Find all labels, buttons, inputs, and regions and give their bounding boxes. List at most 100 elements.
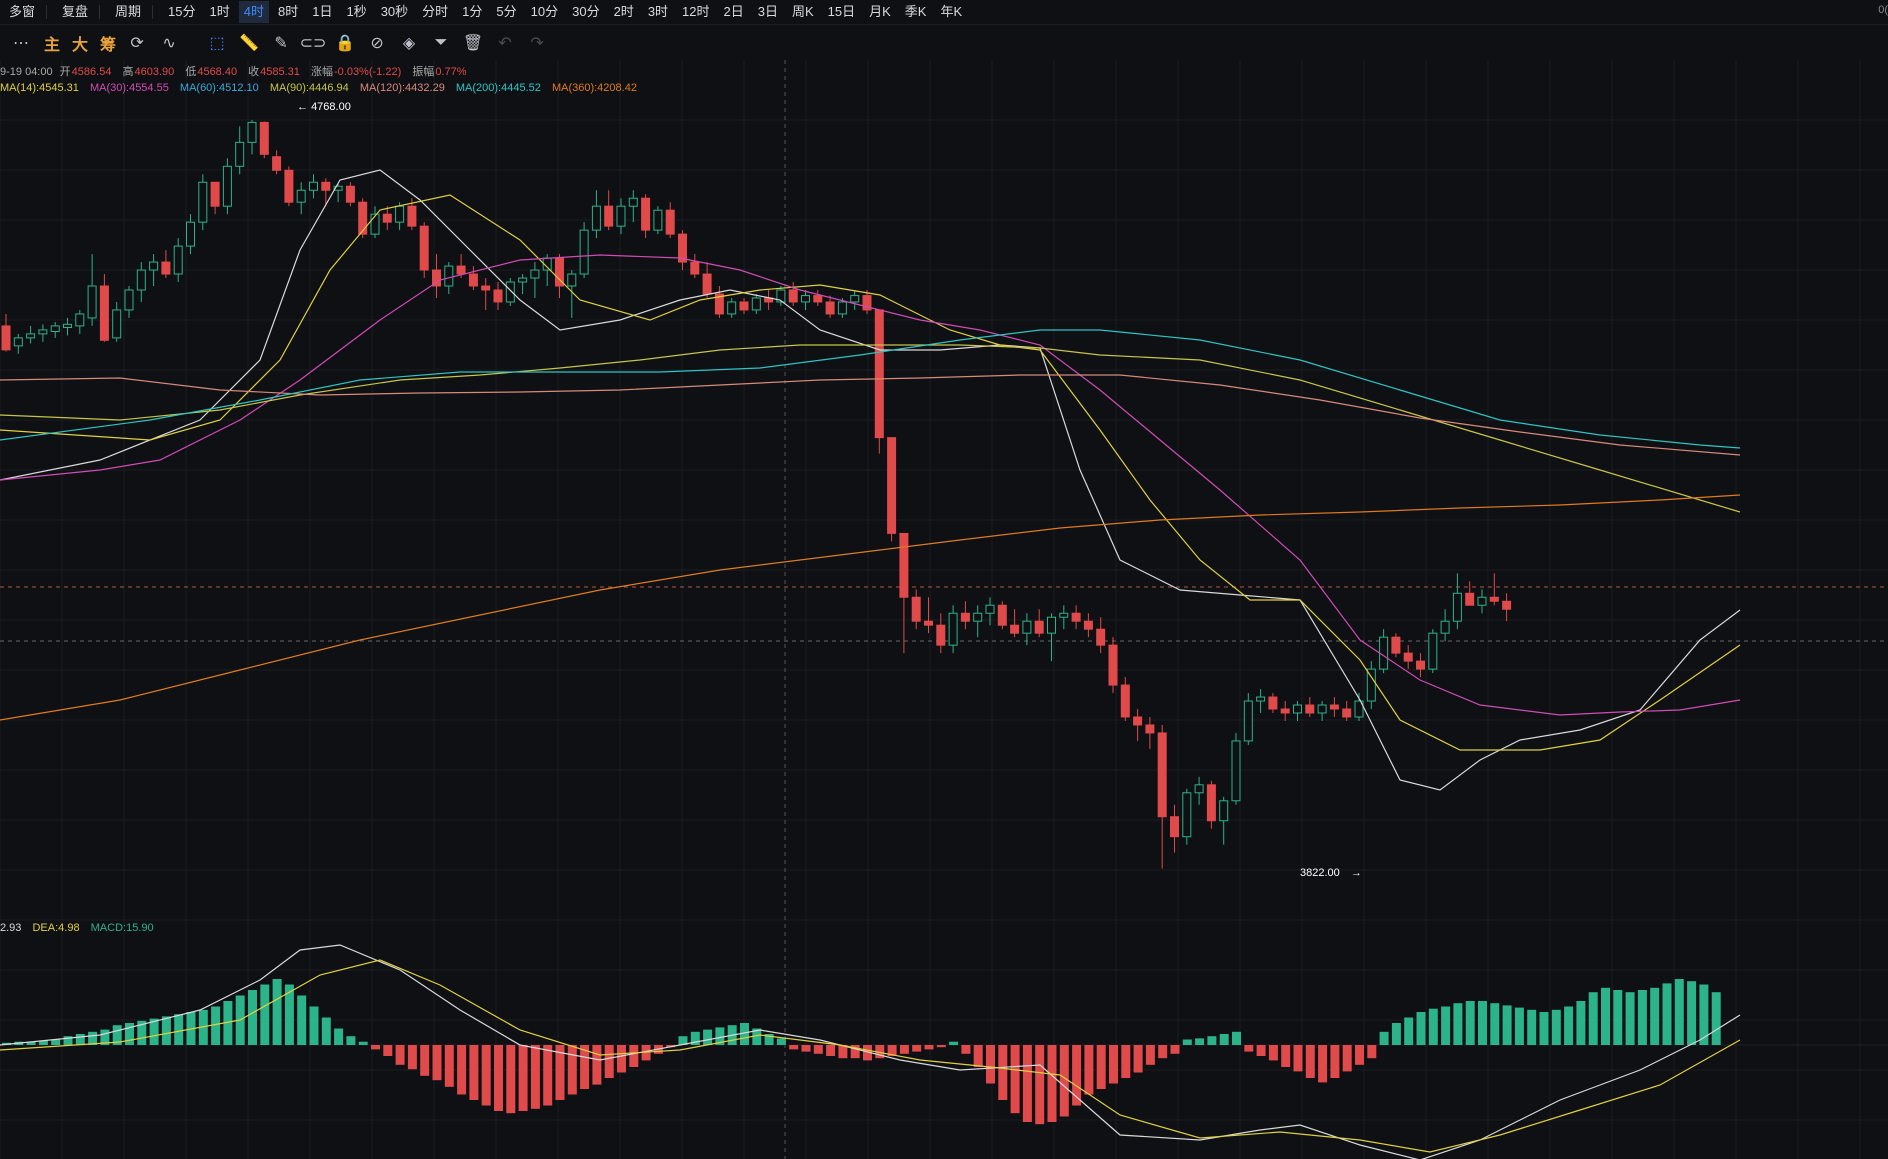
- candle-body: [1010, 624, 1020, 634]
- tag-icon[interactable]: ◈: [402, 35, 416, 52]
- macd-bar: [38, 1040, 48, 1045]
- right-edge-label: 0(: [1878, 4, 1888, 16]
- candle-body: [1477, 596, 1487, 606]
- candle-body: [309, 181, 318, 191]
- macd-bar: [1441, 1006, 1451, 1045]
- hide-icon[interactable]: ⊘: [370, 35, 384, 52]
- period-0[interactable]: 多窗: [9, 4, 36, 19]
- candle-body: [702, 273, 712, 295]
- candle-body: [1206, 784, 1216, 822]
- candle-body: [370, 213, 380, 235]
- redo-icon[interactable]: ↷: [530, 35, 544, 52]
- ma200-label: MA(200):4445.52: [455, 82, 541, 94]
- candle-body: [1145, 724, 1155, 734]
- ma30-line: [0, 194, 1741, 751]
- macd-bar: [703, 1029, 713, 1045]
- lock-icon[interactable]: 🔒: [335, 35, 355, 52]
- ma14-label: MA(14):4545.31: [0, 82, 79, 94]
- period-20[interactable]: 周K: [791, 4, 814, 19]
- candle-body: [1502, 600, 1512, 610]
- period-19[interactable]: 3日: [757, 4, 778, 19]
- period-2[interactable]: 周期: [115, 4, 142, 19]
- macd-bar: [1662, 983, 1672, 1045]
- period-8[interactable]: 1秒: [346, 4, 367, 19]
- period-13[interactable]: 10分: [530, 4, 559, 19]
- indicator-icon[interactable]: ∿: [162, 35, 176, 52]
- more-icon[interactable]: ⋯: [13, 35, 29, 52]
- candle-body: [801, 295, 810, 303]
- candle-body: [173, 245, 183, 275]
- period-10[interactable]: 分时: [422, 4, 449, 19]
- period-1[interactable]: 复盘: [62, 4, 89, 19]
- period-15[interactable]: 2时: [613, 4, 634, 19]
- macd-bar: [1059, 1045, 1069, 1117]
- candle-body: [1280, 708, 1290, 714]
- macd-bar: [1207, 1036, 1217, 1045]
- macd-bar: [1416, 1012, 1426, 1045]
- candle-body: [1354, 700, 1364, 718]
- macd-bar: [666, 1045, 676, 1048]
- macd-bar: [924, 1045, 934, 1050]
- period-18[interactable]: 2日: [723, 4, 744, 19]
- period-3[interactable]: 15分: [168, 4, 196, 19]
- ruler-icon[interactable]: 📏: [239, 35, 259, 52]
- period-24[interactable]: 年K: [940, 4, 963, 19]
- period-21[interactable]: 15日: [827, 4, 856, 19]
- pen-icon[interactable]: ✎: [274, 35, 288, 52]
- undo-icon[interactable]: ↶: [498, 35, 512, 52]
- period-22[interactable]: 月K: [869, 4, 891, 19]
- macd-bar: [1551, 1009, 1561, 1045]
- macd-bar: [986, 1045, 995, 1084]
- period-6[interactable]: 8时: [277, 4, 299, 19]
- macd-bar: [1379, 1031, 1389, 1045]
- candle-body: [284, 169, 294, 203]
- ma360-label: MA(360):4208.42: [551, 82, 637, 94]
- low-label: 低: [185, 66, 197, 78]
- period-16[interactable]: 3时: [647, 4, 669, 19]
- amp-label: 振幅: [412, 66, 435, 78]
- period-4[interactable]: 1时: [209, 4, 230, 19]
- period-12[interactable]: 5分: [496, 4, 517, 19]
- cursor-tool-icon[interactable]: ⬚: [209, 35, 225, 52]
- candle-body: [690, 261, 700, 275]
- macd-bar: [850, 1045, 860, 1059]
- period-7[interactable]: 1日: [312, 4, 333, 19]
- macd-bar: [690, 1031, 700, 1045]
- magnet-icon[interactable]: ⊂⊃: [299, 35, 327, 52]
- chip-button[interactable]: 筹: [100, 37, 117, 54]
- big-order-button[interactable]: 大: [72, 37, 89, 54]
- ma200-line: [0, 329, 1741, 449]
- macd-bar: [1625, 992, 1635, 1045]
- main-chart-button[interactable]: 主: [44, 37, 61, 54]
- delete-icon[interactable]: 🗑: [462, 35, 484, 52]
- macd-bar: [1318, 1045, 1328, 1083]
- macd-bar: [1502, 1005, 1512, 1045]
- period-17[interactable]: 12时: [682, 4, 710, 19]
- macd-bar: [75, 1034, 85, 1045]
- macd-bar: [899, 1045, 909, 1054]
- period-11[interactable]: 1分: [462, 4, 483, 19]
- ma-legend: MA(14):4545.31 MA(30):4554.55 MA(60):451…: [0, 82, 645, 94]
- macd-bar: [776, 1038, 786, 1045]
- candle-body: [1231, 740, 1241, 802]
- period-5[interactable]: 4时: [238, 1, 269, 23]
- filter-icon[interactable]: ⏷: [434, 34, 448, 51]
- macd-bar: [1465, 1001, 1475, 1045]
- period-14[interactable]: 30分: [572, 4, 600, 19]
- sync-icon[interactable]: ⟳: [130, 35, 144, 52]
- candle-body: [272, 156, 282, 171]
- candle-body: [296, 189, 306, 203]
- candle-body: [641, 197, 651, 231]
- candle-body: [997, 604, 1007, 626]
- period-9[interactable]: 30秒: [380, 4, 409, 19]
- period-23[interactable]: 季K: [904, 4, 927, 19]
- candle-body: [1329, 704, 1339, 710]
- macd-bar: [1109, 1045, 1118, 1084]
- candle-body: [788, 289, 798, 303]
- macd-bar: [580, 1045, 590, 1089]
- macd-bar: [740, 1023, 749, 1045]
- macd-bar: [112, 1025, 122, 1045]
- macd-bar: [272, 979, 282, 1045]
- candle-body: [924, 620, 933, 626]
